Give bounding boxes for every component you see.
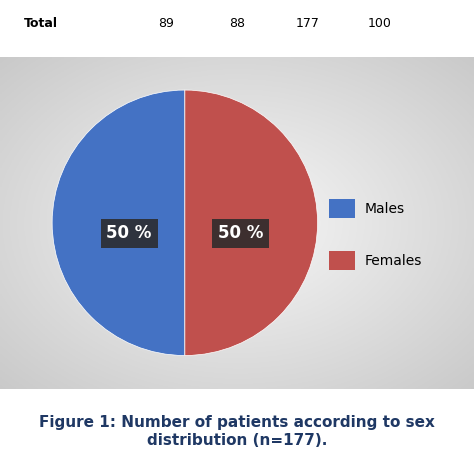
Wedge shape	[185, 90, 318, 356]
Bar	[329, 199, 355, 218]
Bar	[329, 251, 355, 270]
Text: 89: 89	[158, 17, 174, 30]
Text: 100: 100	[367, 17, 391, 30]
Text: 50 %: 50 %	[107, 224, 152, 242]
Text: Females: Females	[365, 254, 422, 268]
Text: Total: Total	[24, 17, 58, 30]
Text: 177: 177	[296, 17, 320, 30]
Wedge shape	[52, 90, 185, 356]
Text: Figure 1: Number of patients according to sex
distribution (n=177).: Figure 1: Number of patients according t…	[39, 415, 435, 447]
Text: Males: Males	[365, 201, 405, 216]
Text: 50 %: 50 %	[218, 224, 263, 242]
Text: 88: 88	[229, 17, 245, 30]
